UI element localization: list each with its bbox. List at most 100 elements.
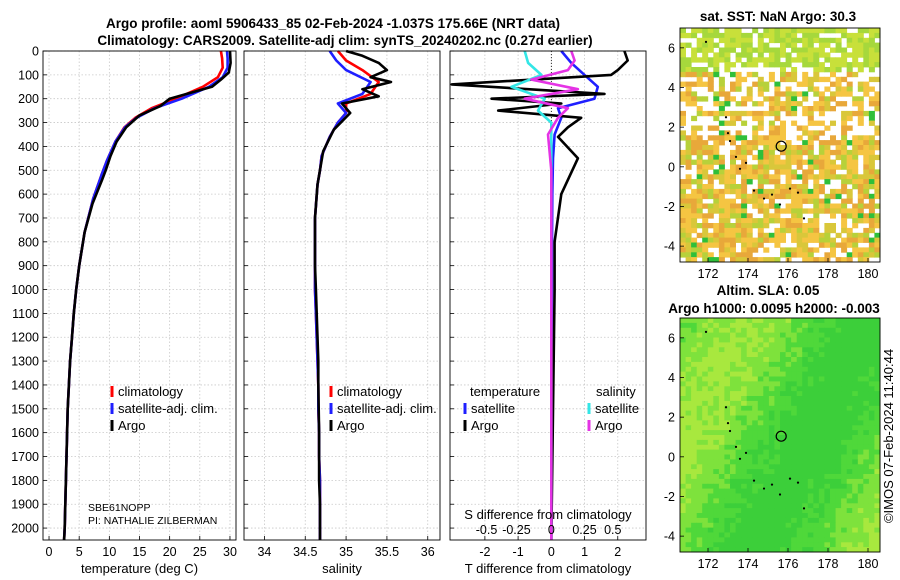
map-cell <box>785 527 792 533</box>
map-cell <box>763 361 770 368</box>
y-tick-label: 0 <box>668 160 675 174</box>
map-cell <box>680 503 686 509</box>
x-tick-label: 5 <box>76 545 83 559</box>
y-tick-label: 700 <box>18 211 39 225</box>
map-cell <box>691 376 698 382</box>
map-cell <box>874 193 881 200</box>
map-cell <box>730 547 736 553</box>
map-cell <box>780 527 786 533</box>
map-cell <box>741 342 748 348</box>
map-cell <box>696 110 703 117</box>
map-cell <box>768 503 775 509</box>
map-cell <box>846 164 853 170</box>
y-tick-label: 2 <box>668 411 675 425</box>
map-cell <box>857 415 864 421</box>
map-cell <box>807 208 814 214</box>
sla-map-title-1: Altim. SLA: 0.05 <box>717 283 820 298</box>
map-cell <box>718 101 725 107</box>
map-cell <box>780 101 786 107</box>
map-cell <box>796 352 803 358</box>
map-cell <box>746 498 753 504</box>
map-cell <box>724 537 731 543</box>
map-cell <box>874 410 881 416</box>
map-cell <box>785 352 792 358</box>
map-cell <box>752 247 759 253</box>
island-marker <box>770 193 774 196</box>
map-cell <box>841 145 848 151</box>
map-cell <box>724 188 731 195</box>
map-cell <box>757 435 764 441</box>
map-cell <box>718 498 725 504</box>
map-cell <box>846 52 853 58</box>
map-cell <box>691 532 698 538</box>
map-cell <box>846 376 853 382</box>
map-cell <box>746 232 753 239</box>
map-cell <box>757 42 764 48</box>
map-cell <box>763 430 770 436</box>
map-cell <box>813 483 820 490</box>
map-cell <box>813 454 820 460</box>
map-cell <box>868 347 875 353</box>
map-cell <box>724 503 731 509</box>
map-cell <box>746 227 753 234</box>
map-cell <box>830 493 836 499</box>
map-cell <box>818 357 825 363</box>
map-cell <box>863 537 870 543</box>
map-cell <box>735 357 742 363</box>
map-cell <box>852 381 859 387</box>
s-tick-label: -0.5 <box>476 523 498 537</box>
map-cell <box>685 464 692 470</box>
map-cell <box>763 410 770 416</box>
map-cell <box>768 237 775 243</box>
map-cell <box>785 227 792 234</box>
map-cell <box>852 464 859 470</box>
map-cell <box>763 415 770 421</box>
map-cell <box>746 352 753 358</box>
map-cell <box>780 493 786 499</box>
map-cell <box>730 498 736 504</box>
map-cell <box>702 396 709 402</box>
map-cell <box>807 532 814 538</box>
map-cell <box>857 110 864 117</box>
map-cell <box>735 405 742 412</box>
map-cell <box>796 135 803 141</box>
map-cell <box>874 488 881 494</box>
map-cell <box>685 208 692 214</box>
map-cell <box>696 381 703 387</box>
map-cell <box>774 91 781 97</box>
map-cell <box>841 120 848 126</box>
map-cell <box>713 42 720 48</box>
map-cell <box>874 174 881 180</box>
map-cell <box>685 547 692 553</box>
map-cell <box>685 96 692 102</box>
map-cell <box>802 318 809 324</box>
map-cell <box>863 37 870 44</box>
map-cell <box>685 503 692 509</box>
map-cell <box>757 57 764 63</box>
map-cell <box>752 503 759 509</box>
map-cell <box>780 435 786 441</box>
map-cell <box>863 459 870 465</box>
map-cell <box>796 415 803 421</box>
map-frame <box>679 317 881 553</box>
map-cell <box>768 322 775 329</box>
y-tick-label: 1900 <box>11 498 39 512</box>
map-cell <box>780 164 786 170</box>
map-cell <box>685 198 692 204</box>
map-cell <box>680 391 686 397</box>
map-cell <box>841 537 848 543</box>
map-cell <box>813 493 820 499</box>
map-cell <box>735 459 742 465</box>
map-cell <box>702 218 709 224</box>
map-cell <box>802 342 809 348</box>
map-cell <box>830 435 836 441</box>
map-cell <box>785 110 792 117</box>
map-cell <box>863 247 870 253</box>
map-cell <box>685 347 692 353</box>
map-cell <box>730 415 736 421</box>
map-cell <box>824 179 831 185</box>
map-cell <box>835 513 842 519</box>
map-cell <box>868 115 875 122</box>
map-cell <box>796 174 803 180</box>
